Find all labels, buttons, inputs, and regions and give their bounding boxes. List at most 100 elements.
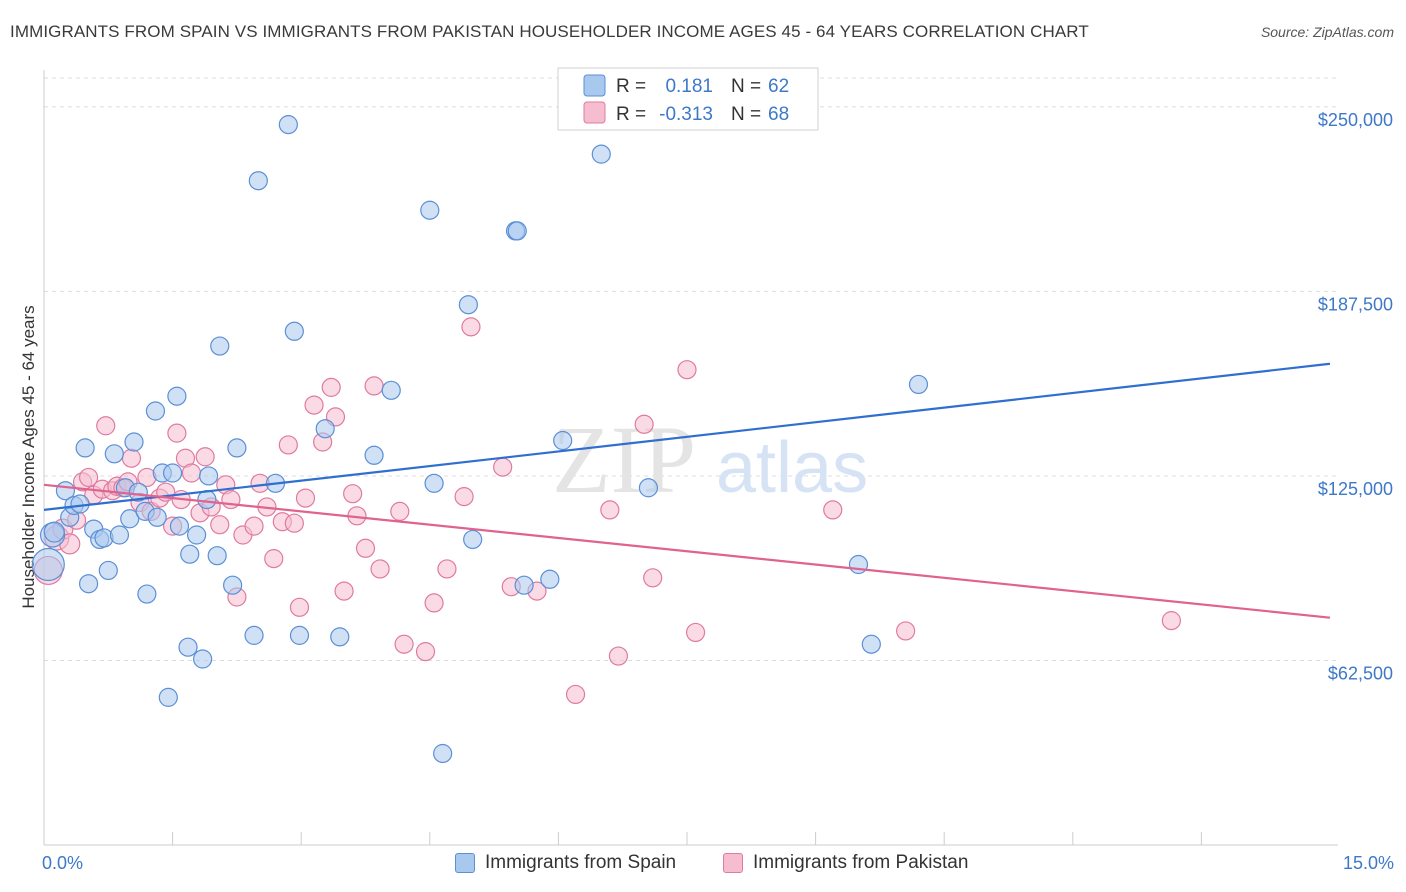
- spain-point: [109, 525, 130, 545]
- pakistan-point: [424, 593, 444, 613]
- legend-swatch-pakistan: [583, 101, 606, 124]
- pakistan-point: [1161, 611, 1181, 631]
- spain-point: [180, 544, 200, 564]
- tick-labels: $62,500 $125,000 $187,500 $250,000 0.0% 15.0%: [42, 110, 1394, 873]
- spain-point: [199, 466, 219, 486]
- spain-point: [861, 634, 881, 654]
- pakistan-point: [565, 684, 586, 705]
- pakistan-point: [321, 377, 341, 397]
- legend-n-value-spain: 62: [768, 76, 789, 97]
- spain-point: [178, 637, 198, 657]
- spain-point: [104, 444, 124, 464]
- spain-point: [43, 521, 65, 543]
- spain-point: [248, 171, 268, 191]
- pakistan-points: [33, 317, 1181, 705]
- pakistan-point: [121, 448, 142, 468]
- pakistan-point: [600, 500, 620, 520]
- spain-point: [147, 507, 167, 527]
- pakistan-point: [289, 597, 310, 617]
- pakistan-point: [78, 467, 99, 488]
- spain-point: [284, 321, 304, 341]
- spain-point: [330, 627, 350, 647]
- spain-point: [31, 547, 65, 582]
- pakistan-point: [823, 500, 843, 520]
- x-tick-label: 0.0%: [42, 853, 83, 873]
- spain-point: [591, 144, 611, 164]
- pakistan-point: [677, 360, 697, 380]
- legend-r-value-spain: 0.181: [665, 76, 713, 97]
- spain-point: [458, 295, 478, 315]
- pakistan-point: [343, 484, 363, 504]
- pakistan-trend-line: [43, 483, 1331, 619]
- spain-point: [420, 200, 440, 220]
- spain-point: [424, 473, 444, 493]
- spain-point: [78, 574, 99, 594]
- pakistan-point: [181, 463, 202, 483]
- spain-point: [433, 743, 453, 764]
- watermark-atlas: atlas: [716, 428, 868, 508]
- spain-point: [124, 432, 144, 452]
- spain-point: [75, 438, 95, 458]
- pakistan-point: [493, 457, 513, 477]
- legend-r-value-pakistan: -0.313: [659, 104, 713, 125]
- spain-point: [197, 489, 217, 510]
- series-legend-pakistan[interactable]: Immigrants from Pakistan: [723, 852, 968, 874]
- pakistan-point: [415, 642, 436, 662]
- spain-point: [167, 386, 187, 406]
- spain-point: [244, 625, 264, 645]
- pakistan-point: [295, 488, 316, 508]
- source-note: Source: ZipAtlas.com: [1260, 24, 1394, 40]
- spain-point: [145, 401, 166, 421]
- spain-point: [128, 482, 148, 502]
- series-swatch-pakistan: [723, 853, 743, 873]
- watermark: ZIP atlas: [552, 406, 868, 513]
- pakistan-point: [461, 317, 481, 337]
- legend-n-label-pakistan: N =: [731, 104, 761, 125]
- spain-point: [507, 221, 527, 241]
- pakistan-point: [244, 516, 264, 536]
- series-legend: Immigrants from Spain Immigrants from Pa…: [0, 852, 1406, 878]
- spain-trend-line: [43, 362, 1331, 511]
- series-legend-label-spain: Immigrants from Spain: [485, 852, 677, 873]
- spain-point: [120, 509, 140, 529]
- spain-point: [210, 336, 230, 356]
- pakistan-point: [210, 515, 230, 535]
- spain-point: [848, 554, 869, 575]
- series-legend-spain[interactable]: Immigrants from Spain: [455, 852, 676, 874]
- spain-point: [187, 525, 207, 545]
- spain-point: [364, 445, 384, 465]
- spain-point: [163, 463, 183, 483]
- spain-point: [278, 115, 298, 135]
- pakistan-point: [454, 487, 474, 507]
- pakistan-point: [167, 423, 187, 443]
- spain-point: [227, 438, 247, 458]
- series-swatch-spain: [455, 853, 475, 873]
- spain-point: [223, 575, 243, 595]
- y-tick-label: $125,000: [1318, 479, 1393, 499]
- pakistan-point: [370, 559, 390, 579]
- y-tick-label: $250,000: [1318, 110, 1393, 130]
- spain-point: [908, 374, 929, 395]
- pakistan-point: [685, 622, 706, 643]
- pakistan-point: [390, 501, 410, 521]
- pakistan-point: [96, 416, 116, 436]
- pakistan-point: [643, 568, 663, 588]
- legend-r-label-pakistan: R =: [616, 104, 646, 125]
- spain-point: [289, 625, 310, 645]
- pakistan-point: [394, 634, 414, 654]
- y-tick-label: $187,500: [1318, 294, 1393, 314]
- spain-point: [381, 380, 401, 400]
- pakistan-point: [264, 549, 284, 569]
- pakistan-point: [304, 395, 324, 415]
- spain-point: [514, 575, 534, 595]
- pakistan-point: [437, 559, 457, 579]
- spain-point: [540, 569, 560, 589]
- pakistan-point: [364, 376, 384, 396]
- spain-point: [315, 419, 335, 439]
- pakistan-point: [608, 646, 629, 666]
- spain-point: [137, 584, 157, 604]
- legend-r-label-spain: R =: [616, 76, 646, 97]
- stats-legend: R = 0.181 N = 62 R = -0.313 N = 68: [557, 67, 819, 131]
- spain-points: [31, 115, 929, 764]
